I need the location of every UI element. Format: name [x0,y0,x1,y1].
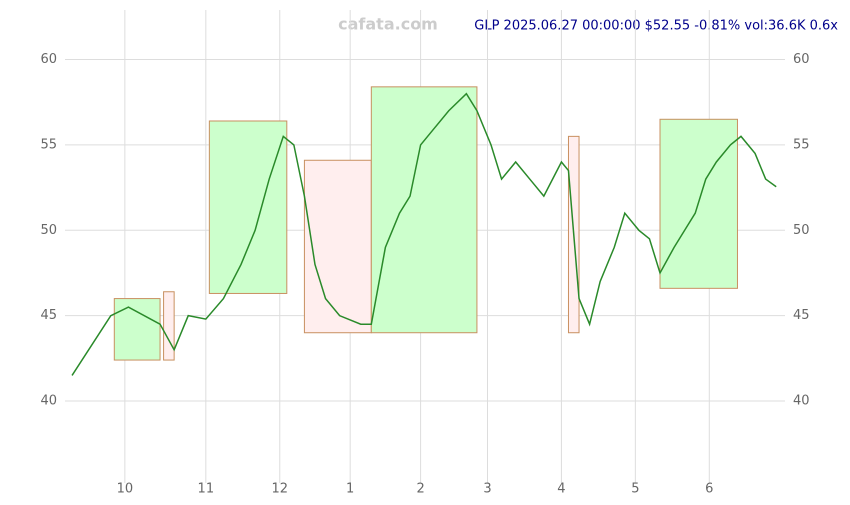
zone [370,86,478,334]
price-line [71,92,777,376]
x-tick-label: 3 [483,482,491,497]
x-tick-label: 4 [557,482,565,497]
x-tick-label: 2 [416,482,424,497]
y-tick-label: 45 [40,308,57,323]
x-tick-label: 6 [705,482,713,497]
zone [208,120,288,294]
zone [163,291,175,361]
y-tick-label-right: 60 [793,52,810,67]
y-tick-label-right: 45 [793,308,810,323]
y-tick-label: 55 [40,137,57,152]
x-tick-label: 1 [346,482,354,497]
y-tick-label: 40 [40,394,57,409]
y-tick-label: 50 [40,223,57,238]
y-tick-label-right: 55 [793,137,810,152]
zone [303,159,372,334]
x-tick-label: 12 [271,482,288,497]
zone [113,298,161,361]
chart-title: GLP 2025.06.27 00:00:00 $52.55 -0.81% vo… [474,19,838,34]
x-tick-label: 10 [117,482,134,497]
y-tick-label-right: 50 [793,223,810,238]
watermark: cafata.com [338,15,438,34]
x-tick-label: 5 [631,482,639,497]
y-tick-label: 60 [40,52,57,67]
x-tick-label: 11 [198,482,215,497]
y-tick-label-right: 40 [793,394,810,409]
